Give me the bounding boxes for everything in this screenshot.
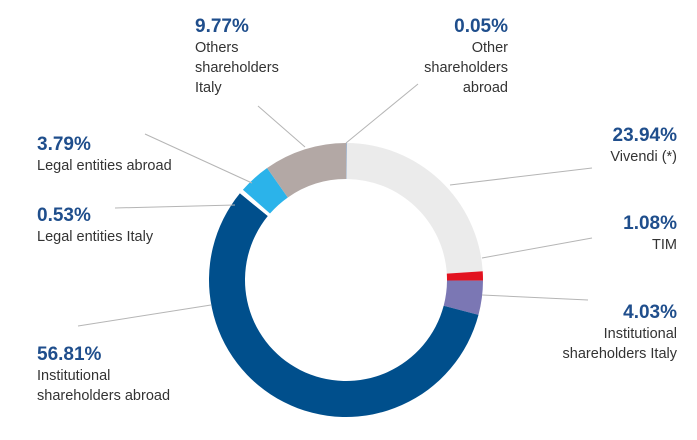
slice-category-label-5-line-1: Institutional: [37, 368, 110, 384]
slice-category-label-3-line-1: TIM: [652, 237, 677, 253]
leader-line-5: [77, 304, 212, 327]
slice-value-label-6: 0.53%: [37, 205, 91, 226]
slice-value-label-4: 4.03%: [623, 302, 677, 323]
leader-line-3: [481, 237, 593, 259]
leader-line-7: [144, 133, 253, 184]
slice-value-label-7: 3.79%: [37, 134, 91, 155]
donut-slice-3: [446, 271, 484, 281]
leader-line-8: [257, 105, 306, 148]
donut-slice-7: [242, 168, 288, 214]
slice-category-label-5-line-2: shareholders abroad: [37, 388, 170, 404]
leader-line-2: [449, 167, 593, 186]
slice-category-label-1-line-3: abroad: [463, 80, 508, 96]
slice-value-label-1: 0.05%: [454, 16, 508, 37]
slice-category-label-4-line-1: Institutional: [604, 326, 677, 342]
leader-line-4: [481, 294, 589, 301]
slice-category-label-8-line-3: Italy: [195, 80, 222, 96]
leader-line-6: [114, 204, 236, 209]
slice-category-label-2-line-1: Vivendi (*): [610, 149, 677, 165]
slice-category-label-7-line-1: Legal entities abroad: [37, 158, 172, 174]
slice-category-label-1-line-1: Other: [472, 40, 508, 56]
leader-line-1: [345, 83, 419, 144]
slice-category-label-6-line-1: Legal entities Italy: [37, 229, 154, 245]
slice-category-label-1-line-2: shareholders: [424, 60, 508, 76]
slice-value-label-3: 1.08%: [623, 213, 677, 234]
slice-value-label-8: 9.77%: [195, 16, 249, 37]
slice-value-label-2: 23.94%: [613, 125, 678, 146]
donut-slice-8: [267, 143, 346, 198]
slice-value-label-5: 56.81%: [37, 344, 102, 365]
slice-category-label-8-line-2: shareholders: [195, 60, 279, 76]
slice-category-label-8-line-1: Others: [195, 40, 239, 56]
donut-slice-2: [346, 143, 483, 274]
donut-slice-5: [208, 193, 479, 417]
donut-slice-6: [239, 189, 270, 217]
slice-category-label-4-line-2: shareholders Italy: [563, 346, 678, 362]
donut-slice-4: [443, 280, 483, 315]
